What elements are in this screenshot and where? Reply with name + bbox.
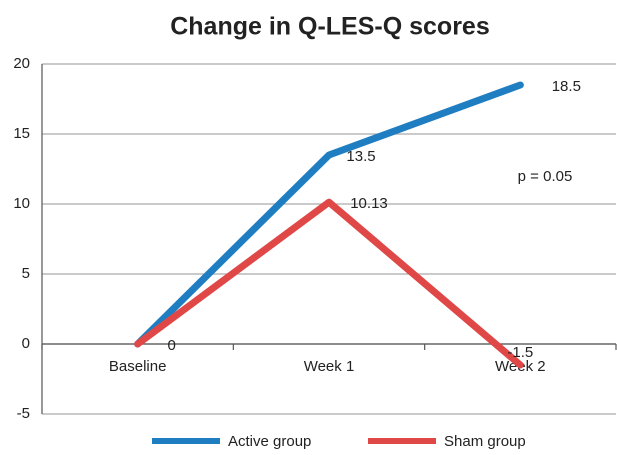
legend-label: Active group [228, 433, 311, 450]
series-line [134, 81, 524, 348]
data-label: 13.5 [346, 148, 375, 165]
y-tick-label: 10 [13, 195, 30, 212]
y-tick-label: 20 [13, 55, 30, 72]
x-tick-label: Baseline [109, 358, 167, 375]
x-tick-label: Week 1 [304, 358, 355, 375]
legend-label: Sham group [444, 433, 526, 450]
data-label: -1.5 [507, 344, 533, 361]
annotation: p = 0.05 [518, 168, 573, 185]
data-label: 10.13 [350, 195, 388, 212]
data-label: 0 [167, 337, 175, 354]
y-tick-label: 5 [22, 265, 30, 282]
data-label: 18.5 [552, 78, 581, 95]
chart-title: Change in Q-LES-Q scores [170, 13, 490, 41]
y-tick-label: 15 [13, 125, 30, 142]
y-tick-label: -5 [17, 405, 30, 422]
series-line [134, 198, 524, 369]
y-tick-label: 0 [22, 335, 30, 352]
